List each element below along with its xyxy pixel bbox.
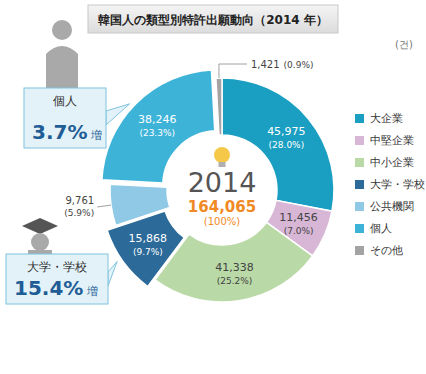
slice — [110, 184, 170, 225]
leader-line — [219, 64, 247, 78]
callout-value: 15.4% — [14, 276, 83, 300]
legend: 大企業中堅企業中小企業大学・学校公共機関個人その他 — [355, 112, 425, 257]
title-box — [88, 5, 338, 33]
cap-body — [28, 250, 52, 254]
percent-label: (5.9%) — [64, 208, 94, 218]
bulb — [214, 147, 230, 163]
center-label: 2014 — [188, 167, 257, 198]
legend-label: 公共機関 — [370, 200, 414, 213]
legend-swatch — [355, 114, 364, 123]
cap-head — [31, 233, 49, 251]
percent-label: (0.9%) — [284, 60, 314, 70]
bulb-icon — [214, 147, 230, 167]
value-label: 1,421 — [251, 59, 280, 70]
callout-label: 個人 — [53, 94, 77, 108]
slice — [216, 78, 222, 135]
callout-pointer — [106, 104, 130, 125]
legend-label: 中小企業 — [370, 156, 414, 169]
total-percent-label: (100%) — [204, 216, 240, 227]
callout: 個人 3.7%増 — [24, 20, 130, 148]
unit-label: (건) — [395, 39, 413, 50]
callout-pointer — [108, 261, 117, 286]
value-label: 15,868 — [129, 232, 168, 245]
legend-swatch — [355, 246, 364, 255]
callout-suffix: 増 — [86, 285, 98, 298]
percent-label: (7.0%) — [284, 226, 314, 236]
callout-suffix: 増 — [90, 129, 102, 142]
person-body — [46, 46, 78, 88]
legend-swatch — [355, 224, 364, 233]
callout-value: 3.7% — [32, 120, 87, 144]
value-label: 41,338 — [215, 261, 254, 274]
person-head — [52, 20, 72, 40]
cap-icon — [22, 218, 58, 234]
value-label: 45,975 — [267, 125, 306, 138]
title: 韓国人の類型別特許出願動向（2014 年） — [98, 13, 328, 27]
callout-box — [6, 254, 108, 304]
legend-label: 中堅企業 — [370, 134, 414, 147]
callout-label: 大学・学校 — [27, 260, 87, 274]
callout: 大学・学校 15.4%増 — [6, 218, 117, 304]
legend-label: 大企業 — [370, 112, 403, 125]
legend-swatch — [355, 202, 364, 211]
chart: 韓国人の類型別特許出願動向（2014 年） (건) 45,975 (28.0%) 11,… — [0, 0, 426, 374]
value-label: 38,246 — [138, 113, 177, 126]
callout-box — [24, 88, 106, 148]
legend-swatch — [355, 180, 364, 189]
leader-line — [97, 205, 111, 207]
percent-label: (23.3%) — [139, 128, 175, 138]
percent-label: (25.2%) — [217, 276, 253, 286]
value-label: 11,456 — [279, 211, 318, 224]
legend-label: 大学・学校 — [370, 178, 425, 191]
total-label: 164,065 — [188, 198, 256, 216]
value-label: 9,761 — [66, 195, 95, 206]
legend-label: その他 — [370, 244, 403, 257]
percent-label: (28.0%) — [269, 140, 305, 150]
slices — [102, 70, 334, 302]
legend-label: 個人 — [370, 222, 392, 235]
center-hole — [169, 137, 275, 243]
legend-swatch — [355, 158, 364, 167]
legend-swatch — [355, 136, 364, 145]
percent-label: (9.7%) — [133, 247, 163, 257]
